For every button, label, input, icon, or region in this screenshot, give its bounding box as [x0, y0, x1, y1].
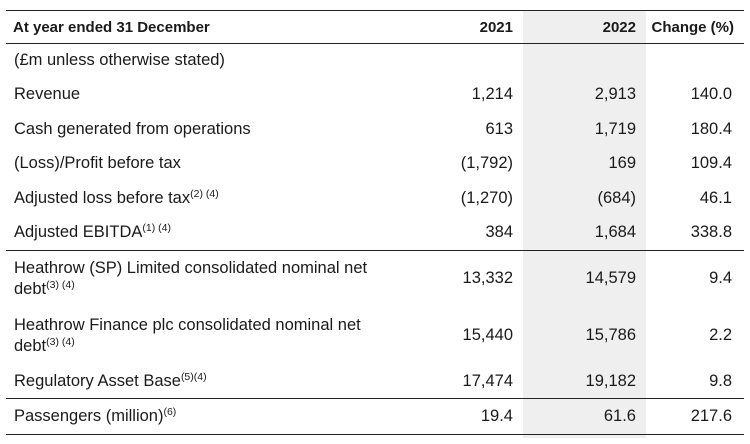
cell-change: 2.2 — [709, 326, 732, 344]
cell-2021: (1,270) — [460, 188, 513, 207]
row-label: Regulatory Asset Base(5)(4) — [14, 370, 207, 390]
cell-2022: 1,684 — [594, 223, 636, 241]
table-row: Regulatory Asset Base(5)(4) 17,474 19,18… — [6, 364, 744, 399]
header-change: Change (%) — [646, 10, 744, 44]
cell-change: 109.4 — [690, 154, 732, 173]
row-label: Cash generated from operations — [14, 119, 251, 138]
table-row: (Loss)/Profit before tax (1,792) 169 109… — [6, 147, 744, 182]
cell-2021: 613 — [485, 119, 513, 138]
cell-2022: 15,786 — [585, 326, 636, 344]
cell-change: 338.8 — [690, 223, 732, 241]
cell-2022: (684) — [597, 188, 636, 207]
cell-change: 46.1 — [699, 188, 732, 207]
cell-change: 9.8 — [709, 371, 732, 390]
financial-summary-table: At year ended 31 December 2021 2022 Chan… — [6, 10, 744, 435]
table-row: Heathrow Finance plc consolidated nomina… — [6, 307, 744, 364]
row-label: Revenue — [14, 85, 81, 104]
cell-change: 217.6 — [646, 398, 744, 435]
cell-2021: 15,440 — [462, 326, 513, 344]
table-row: Passengers (million)(6) 19.4 61.6 217.6 — [6, 398, 744, 435]
header-period-label: At year ended 31 December — [6, 10, 398, 44]
row-label: Heathrow Finance plc consolidated nomina… — [14, 315, 361, 355]
table-row: Cash generated from operations 613 1,719… — [6, 112, 744, 147]
cell-2022: 169 — [608, 154, 636, 173]
footnote-ref: (5)(4) — [180, 370, 207, 383]
row-label: Adjusted EBITDA(1) (4) — [14, 222, 171, 241]
cell-2021: 19.4 — [398, 398, 523, 435]
header-2022: 2022 — [523, 10, 646, 44]
cell-2021: 384 — [485, 223, 513, 241]
cell-2022: 19,182 — [585, 371, 636, 390]
footnote-ref: (6) — [163, 406, 177, 418]
highlight-column-2022 — [523, 10, 646, 438]
row-label: Heathrow (SP) Limited consolidated nomin… — [6, 249, 398, 307]
header-2021: 2021 — [398, 10, 523, 44]
footnote-ref: (2) (4) — [190, 187, 219, 200]
table-row: Revenue 1,214 2,913 140.0 — [6, 78, 744, 113]
units-note-row: (£m unless otherwise stated) — [6, 44, 744, 78]
table-row: Adjusted EBITDA(1) (4) 384 1,684 338.8 — [6, 216, 744, 251]
cell-change: 9.4 — [646, 249, 744, 307]
units-note: (£m unless otherwise stated) — [14, 51, 225, 70]
footnote-ref: (3) (4) — [46, 335, 75, 348]
footnote-ref: (3) (4) — [46, 278, 75, 291]
header-row: At year ended 31 December 2021 2022 Chan… — [6, 10, 744, 44]
cell-2021: 1,214 — [471, 85, 513, 104]
cell-2022: 14,579 — [523, 249, 646, 307]
row-label: (Loss)/Profit before tax — [14, 154, 181, 173]
cell-change: 140.0 — [690, 85, 732, 104]
table-row: Heathrow (SP) Limited consolidated nomin… — [6, 249, 744, 307]
cell-2021: 17,474 — [462, 371, 513, 390]
cell-2022: 61.6 — [523, 398, 646, 435]
footnote-ref: (1) (4) — [142, 222, 171, 234]
cell-2021: (1,792) — [460, 154, 513, 173]
row-label: Passengers (million)(6) — [6, 398, 398, 435]
cell-change: 180.4 — [690, 119, 732, 138]
cell-2021: 13,332 — [398, 249, 523, 307]
table-row: Adjusted loss before tax(2) (4) (1,270) … — [6, 181, 744, 216]
cell-2022: 1,719 — [594, 119, 636, 138]
cell-2022: 2,913 — [594, 85, 636, 104]
row-label: Adjusted loss before tax(2) (4) — [14, 187, 219, 207]
